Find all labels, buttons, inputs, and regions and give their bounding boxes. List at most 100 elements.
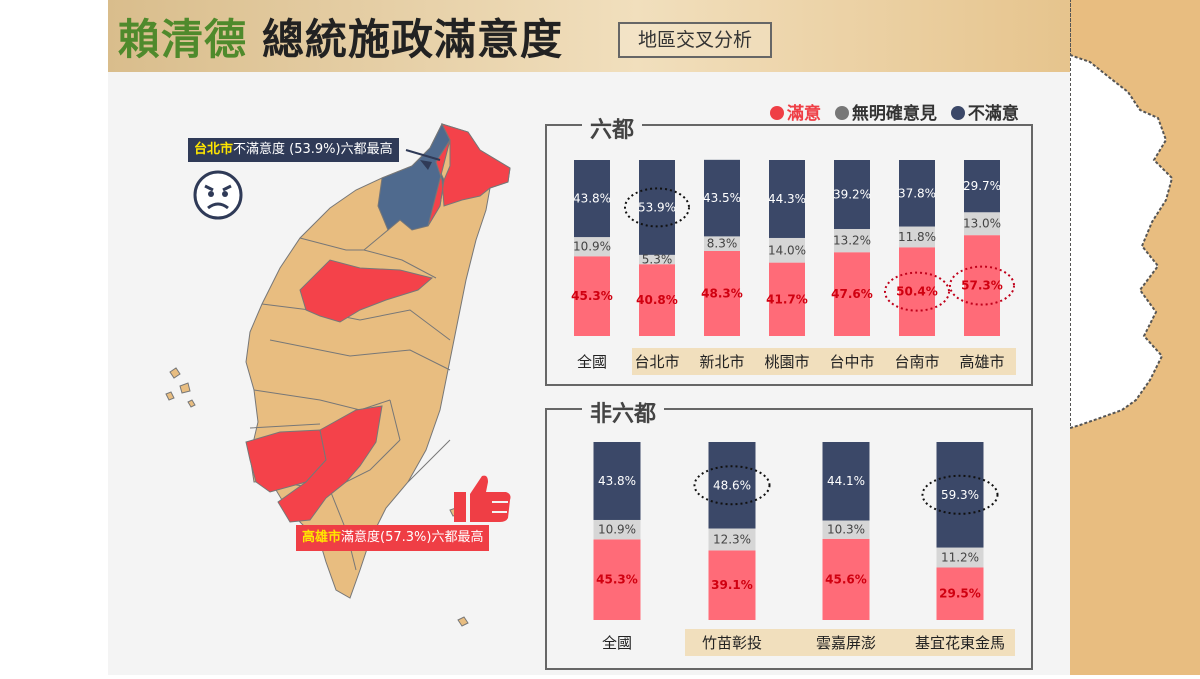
- six-highlight-circle-5: [884, 271, 950, 312]
- non-six-category-label-2: 雲嘉屏澎: [816, 634, 876, 652]
- title-president-name: 賴清德: [118, 15, 248, 64]
- map-new-taipei-city: [427, 123, 511, 227]
- non-six-label-satisfied-1: 39.1%: [711, 578, 753, 592]
- non-six-bar-satisfied-2: [822, 538, 870, 620]
- six-cities-title: 六都: [582, 112, 643, 144]
- kaohsiung-callout-city: 高雄市: [302, 530, 342, 545]
- non-six-bar-neutral-1: [708, 528, 756, 551]
- legend-label-neutral: 無明確意見: [851, 104, 937, 124]
- torn-edge-graphic: [1069, 0, 1174, 430]
- six-bar-unsatisfied-0: [574, 160, 610, 238]
- legend-item-satisfied: 滿意: [770, 104, 821, 124]
- six-label-unsatisfied-6: 29.7%: [963, 179, 1001, 193]
- non-six-label-neutral-3: 11.2%: [941, 551, 979, 565]
- right-edge-decoration: [1069, 0, 1200, 675]
- six-label-unsatisfied-5: 37.8%: [898, 186, 936, 200]
- non-six-label-unsatisfied-0: 43.8%: [598, 474, 636, 488]
- six-label-satisfied-0: 45.3%: [571, 289, 613, 303]
- six-bar-neutral-5: [899, 226, 935, 248]
- taipei-callout-city: 台北市: [194, 142, 234, 157]
- six-label-satisfied-1: 40.8%: [636, 293, 678, 307]
- six-bar-neutral-2: [704, 236, 740, 251]
- taipei-callout-text: 不滿意度 (53.9%)六都最高: [233, 142, 393, 157]
- non-six-bar-unsatisfied-3: [936, 442, 984, 548]
- taipei-callout-line: [405, 149, 441, 161]
- non-six-cities-chart-box: [545, 408, 1033, 670]
- six-bar-unsatisfied-3: [769, 160, 805, 238]
- map-kaohsiung-city: [277, 405, 383, 523]
- six-bar-neutral-0: [574, 237, 610, 257]
- six-category-label-3: 桃園市: [764, 353, 809, 371]
- six-highlight-circle-1: [624, 187, 690, 228]
- six-bar-satisfied-0: [574, 256, 610, 336]
- non-six-bar-neutral-2: [822, 520, 870, 539]
- non-six-category-label-1: 竹苗彰投: [702, 634, 762, 652]
- non-six-label-unsatisfied-3: 59.3%: [941, 488, 979, 502]
- six-label-satisfied-5: 50.4%: [896, 285, 938, 299]
- six-label-unsatisfied-1: 53.9%: [638, 200, 676, 214]
- non-six-cities-title: 非六都: [582, 396, 665, 428]
- six-label-unsatisfied-4: 39.2%: [833, 187, 871, 201]
- six-label-neutral-2: 8.3%: [707, 237, 738, 251]
- legend-dot-unsatisfied: [950, 106, 965, 120]
- non-six-bar-unsatisfied-0: [593, 442, 641, 520]
- chart-legend: 滿意 無明確意見 不滿意: [770, 99, 1027, 124]
- six-cities-category-band: [632, 348, 1016, 375]
- non-six-bar-neutral-3: [936, 547, 984, 568]
- six-bar-neutral-3: [769, 237, 805, 263]
- non-six-category-label-0: 全國: [602, 634, 632, 652]
- six-label-neutral-6: 13.0%: [963, 217, 1001, 231]
- angry-face-icon: [193, 170, 243, 220]
- six-bar-satisfied-6: [964, 235, 1000, 336]
- six-label-satisfied-4: 47.6%: [831, 287, 873, 301]
- six-label-neutral-4: 13.2%: [833, 234, 871, 248]
- legend-dot-satisfied: [770, 106, 784, 120]
- kaohsiung-callout-text: 滿意度(57.3%)六都最高: [341, 530, 484, 545]
- non-six-highlight-circle-3: [921, 474, 999, 515]
- map-taichung-city: [299, 259, 434, 323]
- non-six-category-label-3: 基宜花東金馬: [915, 634, 1005, 652]
- non-six-bar-neutral-0: [593, 519, 641, 540]
- non-six-label-neutral-1: 12.3%: [713, 532, 751, 546]
- six-cities-chart: 45.3% 10.9% 43.8% 全國 40.8% 5.3% 53.9% 台北市 48.3% 8…: [571, 159, 1015, 371]
- six-cities-chart-box: [545, 124, 1033, 386]
- six-bar-neutral-4: [834, 228, 870, 253]
- header-bar: [108, 0, 1070, 72]
- six-bar-satisfied-3: [769, 262, 805, 336]
- six-bar-unsatisfied-2: [704, 159, 740, 237]
- non-six-bar-satisfied-0: [593, 539, 641, 620]
- taipei-callout: 台北市不滿意度 (53.9%)六都最高: [188, 138, 399, 162]
- six-label-unsatisfied-2: 43.5%: [703, 191, 741, 205]
- legend-dot-neutral: [834, 106, 849, 120]
- six-category-label-0: 全國: [577, 353, 607, 371]
- six-bar-satisfied-4: [834, 252, 870, 336]
- legend-label-satisfied: 滿意: [787, 104, 821, 124]
- taipei-callout-pointer: [420, 160, 432, 170]
- page-title: 總統施政滿意度: [262, 15, 564, 64]
- subtitle-badge: 地區交叉分析: [618, 22, 772, 58]
- six-label-neutral-5: 11.8%: [898, 230, 936, 244]
- six-bar-neutral-1: [639, 254, 675, 265]
- six-label-neutral-1: 5.3%: [642, 253, 673, 267]
- non-six-label-satisfied-2: 45.6%: [825, 572, 867, 586]
- six-category-label-4: 台中市: [829, 353, 874, 371]
- six-label-unsatisfied-0: 43.8%: [573, 192, 611, 206]
- non-six-label-neutral-2: 10.3%: [827, 523, 865, 537]
- non-six-cities-category-band: [685, 629, 1015, 656]
- six-bar-satisfied-2: [704, 250, 740, 336]
- six-label-neutral-3: 14.0%: [768, 243, 806, 257]
- non-six-label-satisfied-3: 29.5%: [939, 587, 981, 601]
- legend-item-unsatisfied: 不滿意: [950, 104, 1019, 124]
- six-category-label-1: 台北市: [634, 353, 679, 371]
- kaohsiung-callout: 高雄市滿意度(57.3%)六都最高: [296, 525, 490, 551]
- six-bar-unsatisfied-1: [639, 160, 675, 255]
- six-label-satisfied-6: 57.3%: [961, 279, 1003, 293]
- six-label-satisfied-3: 41.7%: [766, 292, 808, 306]
- non-six-bar-unsatisfied-2: [822, 442, 870, 521]
- left-margin: [0, 0, 108, 675]
- six-bar-unsatisfied-5: [899, 160, 935, 227]
- non-six-cities-chart: 45.3% 10.9% 43.8% 全國 39.1% 12.3% 48.6% 竹苗彰投 45.6…: [593, 442, 1005, 652]
- six-bar-satisfied-1: [639, 264, 675, 336]
- non-six-bar-satisfied-1: [708, 550, 756, 620]
- non-six-label-unsatisfied-1: 48.6%: [713, 478, 751, 492]
